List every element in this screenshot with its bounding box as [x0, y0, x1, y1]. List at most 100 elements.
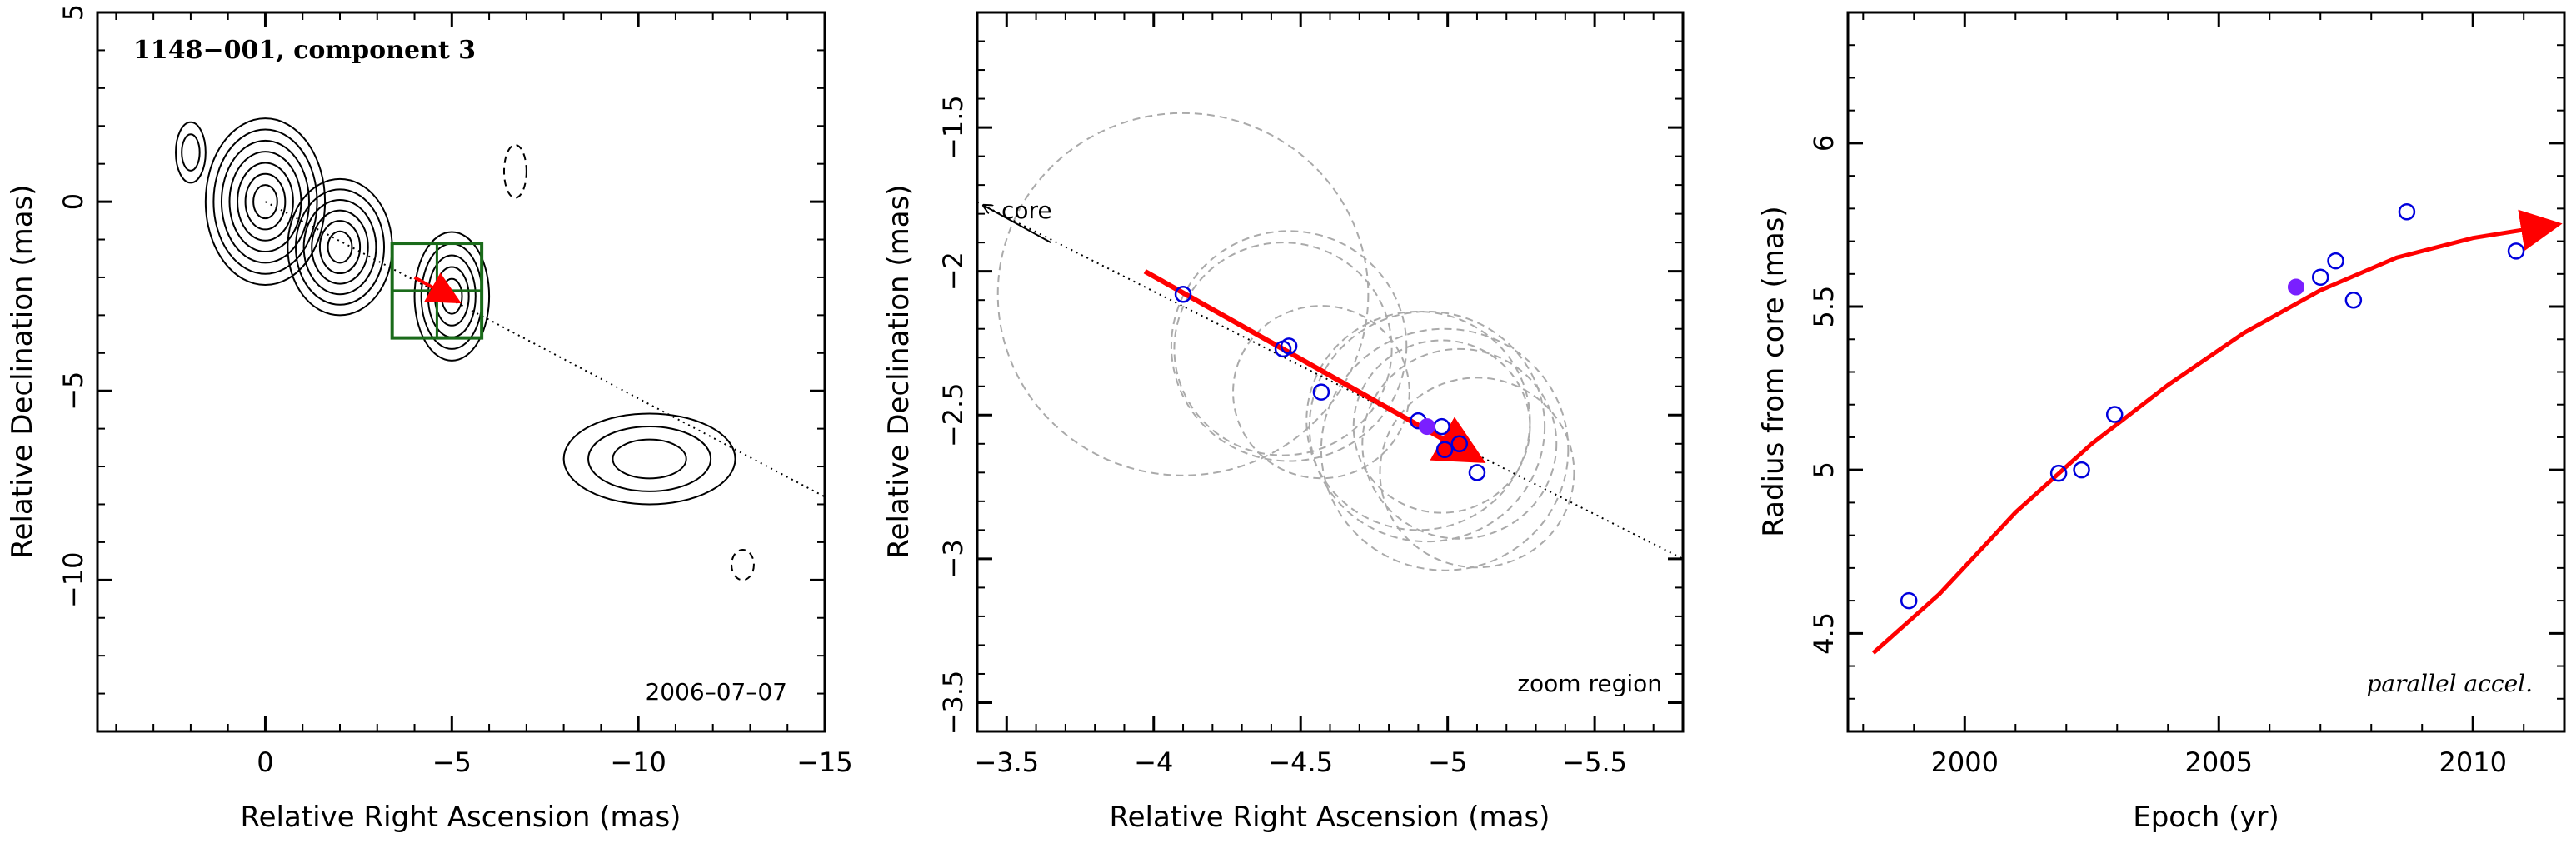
data-point [2105, 406, 2124, 423]
contour-level [181, 133, 201, 172]
panel2-zoom-label: zoom region [1517, 670, 1662, 697]
panel1-ytick-label: 0 [57, 193, 89, 210]
panel3-ytick-label: 6 [1808, 135, 1840, 152]
highlight-point [2287, 278, 2304, 296]
panel1-date-annotation: 2006–07–07 [645, 678, 787, 706]
panel2-xtick-label: −4 [1134, 746, 1173, 778]
panel2-xlabel: Relative Right Ascension (mas) [1110, 801, 1550, 834]
error-circle [1232, 305, 1410, 480]
motion-arrow [413, 272, 462, 304]
panel3-ylabel: Radius from core (mas) [1757, 206, 1790, 536]
panel3-xtick-label: 2005 [2185, 746, 2253, 778]
panel1-xtick-label: −10 [610, 746, 666, 778]
panel1-frame [96, 11, 826, 733]
panel2-xtick-label: −5 [1428, 746, 1467, 778]
error-circle [1173, 242, 1393, 456]
panel3-ytick-label: 5.5 [1808, 286, 1840, 328]
data-point [2507, 242, 2525, 260]
panel2-plot-content [977, 112, 1683, 571]
panel1-ytick-label: 5 [57, 4, 89, 21]
data-point [1468, 464, 1486, 481]
data-point [1312, 383, 1330, 401]
contour-level [413, 231, 491, 362]
panel3-ytick-label: 5 [1808, 461, 1840, 478]
panel2-ytick-label: −3 [937, 539, 969, 578]
data-point [1900, 591, 1918, 610]
panel2-core-label: core [1001, 197, 1052, 224]
negative-contour [502, 143, 527, 199]
error-circle [996, 112, 1370, 476]
data-point [2344, 291, 2363, 309]
negative-contour [731, 548, 755, 581]
contour-level [302, 199, 377, 296]
panel3-plot-content [1871, 203, 2563, 655]
panel1-title: 1148−001, component 3 [133, 36, 476, 65]
panel1-ylabel: Relative Declination (mas) [6, 184, 39, 558]
contour-level [228, 151, 302, 253]
jet-line [977, 201, 1683, 560]
contour-level [252, 184, 278, 220]
data-point [1435, 441, 1454, 458]
panel2-ylabel: Relative Declination (mas) [882, 184, 916, 558]
fit-curve [1871, 209, 2563, 655]
data-point [1433, 417, 1450, 436]
panel1-xtick-label: −5 [432, 746, 472, 778]
panel1-xtick-label: 0 [257, 746, 273, 778]
data-point [1174, 286, 1192, 303]
core-arrow [984, 206, 1051, 244]
error-circle [1352, 339, 1531, 514]
panel1-ticks: 0 −5 −10 −15 5 0 −5 −10 [57, 4, 853, 778]
panel2-frame [976, 11, 1685, 733]
panel2-xtick-label: −5.5 [1562, 746, 1627, 778]
panel1-xlabel: Relative Right Ascension (mas) [241, 801, 681, 834]
data-point [1450, 435, 1469, 453]
error-circle [1320, 327, 1570, 571]
data-point [2398, 203, 2416, 221]
panel3-xtick-label: 2000 [1931, 746, 1999, 778]
data-point [2049, 464, 2068, 482]
data-point [1280, 337, 1298, 355]
panel-zoom-region: −3.5 −4 −4.5 −5 −5.5 −1.5 −2 −2.5 −3 −3.5 core zo… [882, 11, 1685, 834]
panel2-ytick-label: −1.5 [937, 95, 969, 160]
contour-level [612, 438, 687, 480]
contour-level [311, 209, 369, 285]
panel2-ytick-label: −2 [937, 252, 969, 291]
jet-direction-line [264, 201, 825, 498]
error-circle [1379, 377, 1575, 569]
error-circle [1361, 347, 1558, 540]
data-point [2073, 461, 2090, 479]
contour-level [212, 128, 318, 275]
contour-level [562, 412, 736, 506]
panel3-ticks: 2000 2005 2010 4.5 5 5.5 6 [1808, 12, 2564, 778]
panel2-xtick-label: −3.5 [974, 746, 1039, 778]
panel-radius-vs-epoch: 2000 2005 2010 4.5 5 5.5 6 parallel accel. Epo… [1757, 11, 2566, 834]
error-circle [1308, 311, 1546, 543]
panel3-xlabel: Epoch (yr) [2133, 801, 2279, 834]
contour-level [244, 172, 287, 231]
panel2-ticks: −3.5 −4 −4.5 −5 −5.5 −1.5 −2 −2.5 −3 −3.5 [937, 12, 1683, 778]
panel1-plot-content [175, 117, 825, 581]
contour-level [327, 230, 353, 264]
panel1-xtick-label: −15 [796, 746, 853, 778]
panel1-ytick-label: −10 [57, 552, 89, 609]
panel3-ytick-label: 4.5 [1808, 612, 1840, 655]
contour-level [175, 121, 207, 184]
contour-level [587, 426, 712, 492]
contour-level [318, 220, 362, 275]
data-point [2327, 252, 2344, 270]
highlight-point [1418, 418, 1435, 436]
panel2-xtick-label: −4.5 [1268, 746, 1333, 778]
panel-contour-map: 0 −5 −10 −15 5 0 −5 −10 1148−001, component 3 2… [6, 4, 853, 834]
panel3-frame [1846, 11, 2566, 733]
panel2-ytick-label: −3.5 [937, 671, 969, 736]
contour-level [220, 139, 310, 264]
panel3-annotation: parallel accel. [2366, 670, 2533, 697]
panel3-xtick-label: 2010 [2439, 746, 2506, 778]
panel2-ytick-label: −2.5 [937, 382, 969, 447]
contour-level [237, 162, 294, 242]
contour-level [294, 188, 386, 306]
contour-level [204, 117, 327, 287]
error-circle [1170, 230, 1408, 462]
panel1-ytick-label: −5 [57, 372, 89, 411]
